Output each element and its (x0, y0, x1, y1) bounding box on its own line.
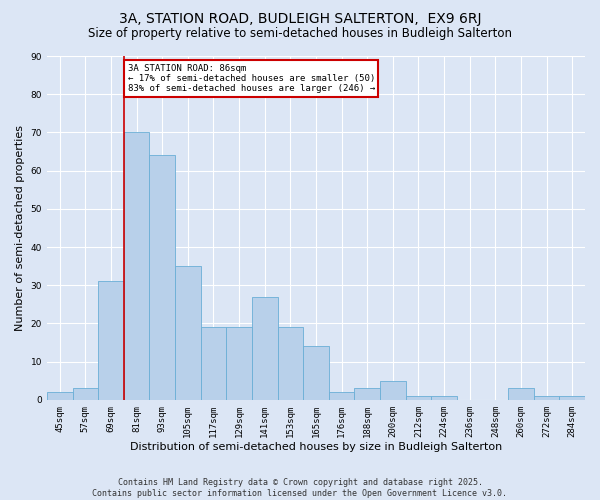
Bar (98, 282, 124, 400)
Text: 3A STATION ROAD: 86sqm
← 17% of semi-detached houses are smaller (50)
83% of sem: 3A STATION ROAD: 86sqm ← 17% of semi-det… (128, 64, 375, 94)
Bar (252, 296, 278, 400)
Bar (149, 156, 175, 400)
Bar (73, 388, 98, 400)
Text: Contains HM Land Registry data © Crown copyright and database right 2025.
Contai: Contains HM Land Registry data © Crown c… (92, 478, 508, 498)
Bar (406, 396, 431, 400)
Bar (329, 392, 355, 400)
Bar (278, 327, 303, 400)
Bar (355, 388, 380, 400)
Bar (508, 388, 534, 400)
Text: 3A, STATION ROAD, BUDLEIGH SALTERTON,  EX9 6RJ: 3A, STATION ROAD, BUDLEIGH SALTERTON, EX… (119, 12, 481, 26)
Bar (200, 327, 226, 400)
Bar (559, 396, 585, 400)
Bar (431, 396, 457, 400)
Bar (124, 132, 149, 400)
X-axis label: Distribution of semi-detached houses by size in Budleigh Salterton: Distribution of semi-detached houses by … (130, 442, 502, 452)
Y-axis label: Number of semi-detached properties: Number of semi-detached properties (15, 125, 25, 331)
Bar (534, 396, 559, 400)
Bar (47, 392, 73, 400)
Bar (226, 327, 252, 400)
Text: Size of property relative to semi-detached houses in Budleigh Salterton: Size of property relative to semi-detach… (88, 28, 512, 40)
Bar (175, 266, 200, 400)
Bar (380, 380, 406, 400)
Bar (303, 346, 329, 400)
